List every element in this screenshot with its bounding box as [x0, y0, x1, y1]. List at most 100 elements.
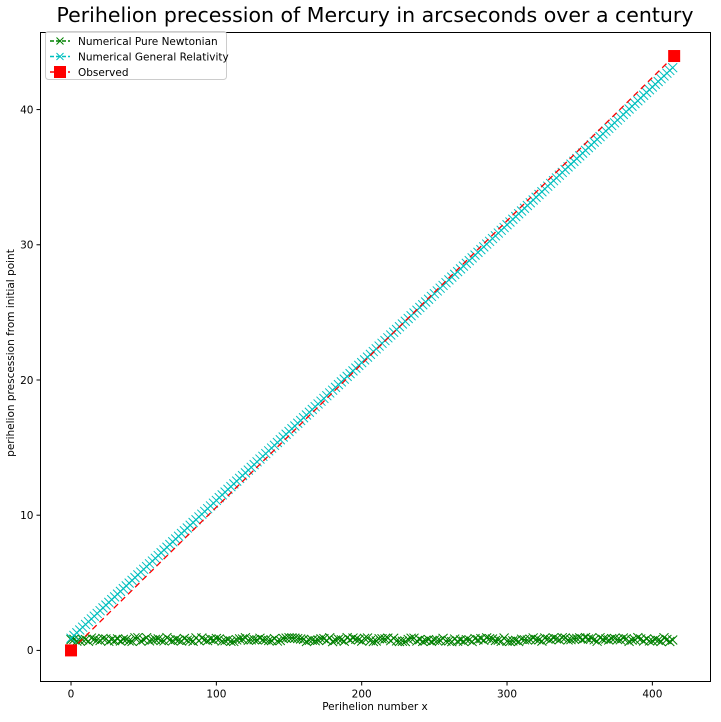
newtonian-point	[615, 634, 626, 645]
newtonian-point	[249, 634, 259, 645]
newtonian-point	[95, 635, 105, 646]
newtonian-point	[80, 634, 91, 645]
newtonian-point	[531, 634, 541, 645]
newtonian-point	[310, 635, 321, 646]
newtonian-point	[66, 634, 76, 645]
newtonian-point	[481, 632, 492, 643]
newtonian-point	[444, 636, 454, 646]
newtonian-point	[589, 634, 600, 645]
newtonian-point	[316, 633, 326, 644]
newtonian-point	[153, 634, 164, 644]
newtonian-point	[237, 634, 248, 644]
y-tick-label: 20	[20, 375, 33, 387]
newtonian-point	[560, 633, 571, 643]
newtonian-point	[351, 634, 361, 645]
legend-marker	[56, 37, 64, 45]
newtonian-point	[551, 634, 562, 644]
legend-entry: Numerical General Relativity	[50, 51, 229, 63]
newtonian-point	[493, 635, 504, 646]
newtonian-point	[650, 634, 661, 645]
newtonian-point	[162, 632, 172, 643]
newtonian-point	[664, 636, 675, 647]
gr-point	[667, 62, 678, 73]
observed-point	[65, 644, 78, 657]
newtonian-point	[333, 634, 344, 645]
newtonian-point	[348, 633, 358, 643]
newtonian-point	[612, 634, 623, 645]
y-tick-label: 40	[20, 104, 33, 116]
newtonian-point	[196, 633, 207, 643]
newtonian-point	[380, 634, 390, 644]
newtonian-point	[359, 633, 370, 644]
newtonian-point	[632, 632, 643, 643]
newtonian-point	[272, 636, 283, 646]
newtonian-point	[234, 633, 245, 644]
x-tick-label: 300	[497, 689, 517, 701]
newtonian-point	[641, 634, 652, 644]
x-axis-label: Perihelion number x	[322, 701, 428, 713]
newtonian-point	[211, 633, 222, 644]
newtonian-point	[130, 632, 140, 643]
newtonian-point	[115, 636, 126, 646]
x-tick-label: 200	[352, 689, 372, 701]
x-tick-label: 400	[642, 689, 662, 701]
newtonian-point	[121, 634, 132, 645]
legend-marker	[54, 66, 66, 78]
x-tick-label: 0	[68, 689, 75, 701]
newtonian-point	[505, 636, 515, 647]
newtonian-point	[170, 634, 181, 645]
newtonian-point	[86, 633, 97, 643]
newtonian-point	[182, 635, 193, 646]
newtonian-point	[618, 633, 629, 643]
newtonian-point	[214, 634, 225, 644]
legend-entry: Observed	[50, 66, 129, 79]
newtonian-point	[147, 635, 158, 645]
newtonian-point	[548, 633, 559, 643]
newtonian-point	[150, 634, 161, 645]
newtonian-point	[179, 633, 190, 644]
newtonian-point	[449, 634, 460, 644]
newtonian-point	[510, 635, 521, 646]
newtonian-point	[223, 634, 233, 645]
newtonian-point	[71, 636, 82, 646]
newtonian-point	[353, 634, 364, 645]
newtonian-point	[217, 636, 228, 646]
series-observed	[65, 50, 681, 657]
newtonian-point	[624, 636, 634, 647]
newtonian-point	[432, 635, 443, 646]
newtonian-point	[403, 634, 414, 645]
newtonian-point	[327, 636, 338, 647]
newtonian-point	[595, 632, 605, 643]
newtonian-point	[89, 634, 100, 645]
y-axis-label: perihelion prescession from initial poin…	[5, 249, 17, 457]
newtonian-point	[135, 636, 146, 646]
newtonian-point	[458, 636, 469, 647]
legend-label: Numerical Pure Newtonian	[78, 36, 218, 48]
newtonian-point	[659, 632, 669, 643]
y-tick-label: 10	[20, 510, 33, 522]
legend-label: Numerical General Relativity	[78, 51, 229, 63]
newtonian-point	[516, 634, 527, 645]
newtonian-point	[368, 636, 379, 647]
newtonian-point	[275, 635, 286, 646]
x-tick-label: 100	[206, 689, 226, 701]
newtonian-point	[406, 633, 416, 644]
newtonian-point	[539, 633, 550, 643]
newtonian-point	[69, 634, 79, 645]
newtonian-point	[301, 636, 312, 647]
newtonian-point	[173, 635, 184, 646]
newtonian-point	[586, 633, 597, 644]
newtonian-point	[644, 636, 655, 646]
series-general-relativity	[66, 62, 678, 644]
newtonian-point	[298, 634, 309, 645]
chart-title: Perihelion precession of Mercury in arcs…	[56, 3, 693, 27]
newtonian-point	[464, 635, 475, 645]
newtonian-point	[461, 634, 472, 645]
newtonian-point	[313, 635, 323, 645]
plot-area	[65, 50, 681, 657]
series-newtonian	[66, 632, 678, 647]
newtonian-point	[92, 635, 103, 645]
plot-frame	[40, 32, 711, 682]
newtonian-point	[231, 635, 242, 645]
newtonian-point	[324, 632, 335, 643]
